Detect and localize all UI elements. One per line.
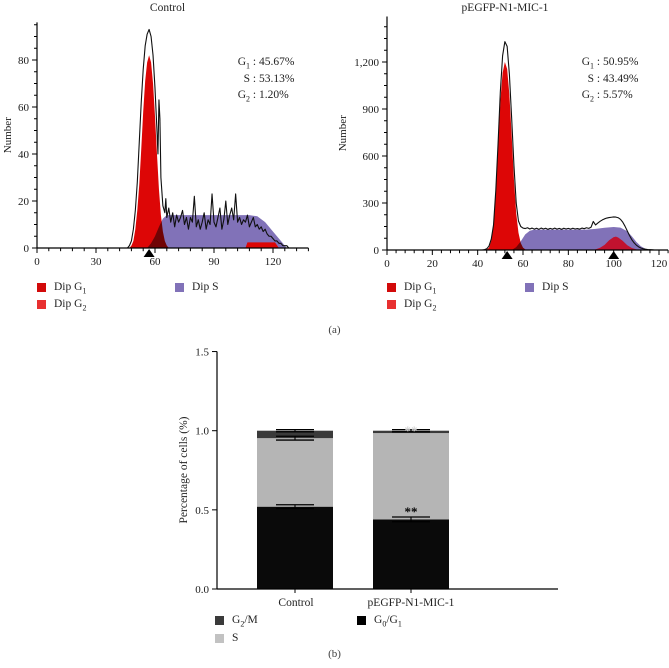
mic1-legend-dip-s: Dip S bbox=[525, 281, 569, 293]
dip-g2-fill bbox=[245, 242, 279, 248]
x-tick-label: 20 bbox=[427, 258, 439, 270]
bar-legend-g0g1: G0/G1 bbox=[357, 614, 402, 628]
mic1-stats: G1 : 50.95% S : 43.49% G2 : 5.57% bbox=[576, 54, 639, 104]
control-legend-dip-g2: Dip G2 bbox=[37, 298, 86, 312]
bar-legend-s: S bbox=[215, 632, 238, 644]
y-axis-title: Number bbox=[2, 117, 14, 153]
dip-g1-fill bbox=[484, 62, 528, 250]
gate-marker-triangle bbox=[143, 249, 155, 257]
cell_cycle_bars: ** ** 0.0 0.5 1.0 1.5 bbox=[195, 347, 558, 596]
bar-segment-g0g1 bbox=[373, 519, 449, 589]
y-tick-label: 0 bbox=[374, 245, 380, 257]
x-tick-label: 0 bbox=[384, 258, 390, 270]
dip-g1-swatch bbox=[37, 282, 46, 292]
x-tick-label: 90 bbox=[209, 256, 221, 268]
x-tick-label: 60 bbox=[150, 256, 162, 268]
x-tick-label: 40 bbox=[472, 258, 484, 270]
significance-marker: ** bbox=[405, 423, 418, 438]
x-tick-label: 100 bbox=[605, 258, 622, 270]
mic1-stat-g2: G2 : 5.57% bbox=[581, 89, 633, 104]
control-plot-title: Control bbox=[149, 2, 186, 14]
y-tick-label: 40 bbox=[18, 149, 30, 161]
y-tick-label: 900 bbox=[363, 104, 380, 116]
g0g1-swatch bbox=[357, 615, 366, 625]
panel-a-label: (a) bbox=[328, 324, 341, 336]
g2m-swatch bbox=[215, 615, 224, 625]
mic1-legend-dip-g1: Dip G1 bbox=[387, 281, 436, 295]
bar-category-control: Control bbox=[278, 597, 314, 609]
observed-curve bbox=[127, 28, 290, 249]
x-tick-label: 120 bbox=[265, 256, 282, 268]
gate-marker-triangle bbox=[501, 251, 513, 259]
dip-s-fill bbox=[147, 215, 287, 248]
dip-g2-fill bbox=[591, 236, 641, 250]
y-tick-label: 0.0 bbox=[195, 584, 209, 596]
y-tick-label: 20 bbox=[18, 196, 30, 208]
y-tick-label: 0 bbox=[24, 243, 30, 255]
observed-curve bbox=[482, 41, 655, 251]
dip-s-swatch bbox=[525, 282, 534, 292]
y-tick-label: 0.5 bbox=[195, 505, 209, 517]
mic1-legend-dip-g2: Dip G2 bbox=[387, 298, 436, 312]
x-tick-label: 60 bbox=[518, 258, 530, 270]
mic1_histogram: 0 20 40 60 80 100 120 0 300 600 900 1,200 Number bbox=[337, 16, 669, 270]
x-tick-label: 120 bbox=[651, 258, 668, 270]
bar-segment-g0g1 bbox=[257, 506, 333, 589]
control_histogram: 0 30 60 90 120 0 20 40 60 80 Number bbox=[2, 22, 309, 268]
bar-segment-g2m bbox=[257, 430, 333, 439]
control-stat-s: S : 53.13% bbox=[243, 72, 295, 85]
control-legend-dip-g1: Dip G1 bbox=[37, 281, 86, 295]
dip-g1-swatch bbox=[387, 282, 396, 292]
s-swatch bbox=[215, 633, 224, 643]
y-tick-label: 60 bbox=[18, 102, 30, 114]
x-tick-label: 80 bbox=[563, 258, 575, 270]
y-tick-label: 1,200 bbox=[354, 57, 379, 69]
mic1-stat-g1: G1 : 50.95% bbox=[581, 56, 639, 71]
mic1-histogram-plot: 0 20 40 60 80 100 120 0 300 600 900 1,200 Number bbox=[337, 16, 669, 270]
gate-marker-triangle bbox=[608, 251, 620, 259]
bar-legend-g2m: G2/M bbox=[215, 614, 258, 628]
y-tick-label: 600 bbox=[363, 151, 380, 163]
x-tick-label: 30 bbox=[91, 256, 103, 268]
y-tick-label: 1.5 bbox=[195, 347, 209, 359]
y-tick-label: 80 bbox=[18, 55, 30, 67]
bar-segment-s bbox=[373, 433, 449, 520]
dip-s-swatch bbox=[175, 282, 184, 292]
y-tick-label: 300 bbox=[363, 198, 380, 210]
significance-marker: ** bbox=[405, 504, 418, 519]
control-histogram-plot: 0 30 60 90 120 0 20 40 60 80 Number bbox=[2, 22, 309, 268]
control-stat-g1: G1 : 45.67% bbox=[237, 56, 295, 71]
mic1-plot-title: pEGFP-N1-MIC-1 bbox=[461, 2, 549, 14]
dip-g1-fill bbox=[129, 55, 169, 248]
dip-g2-swatch bbox=[387, 299, 396, 309]
control-stat-g2: G2 : 1.20% bbox=[237, 89, 289, 104]
x-tick-label: 0 bbox=[34, 256, 40, 268]
mic1-stat-s: S : 43.49% bbox=[587, 72, 639, 85]
dip-g2-swatch bbox=[37, 299, 46, 309]
cell-cycle-bar-chart: ** ** 0.0 0.5 1.0 1.5 bbox=[195, 347, 558, 596]
panel-b-label: (b) bbox=[328, 648, 341, 660]
y-tick-label: 1.0 bbox=[195, 426, 209, 438]
bar-segment-s bbox=[257, 438, 333, 507]
bar-category-mic1: pEGFP-N1-MIC-1 bbox=[367, 597, 455, 609]
control-stats: G1 : 45.67% S : 53.13% G2 : 1.20% bbox=[232, 54, 295, 104]
control-legend-dip-s: Dip S bbox=[175, 281, 219, 293]
y-axis-title: Number bbox=[337, 115, 349, 151]
